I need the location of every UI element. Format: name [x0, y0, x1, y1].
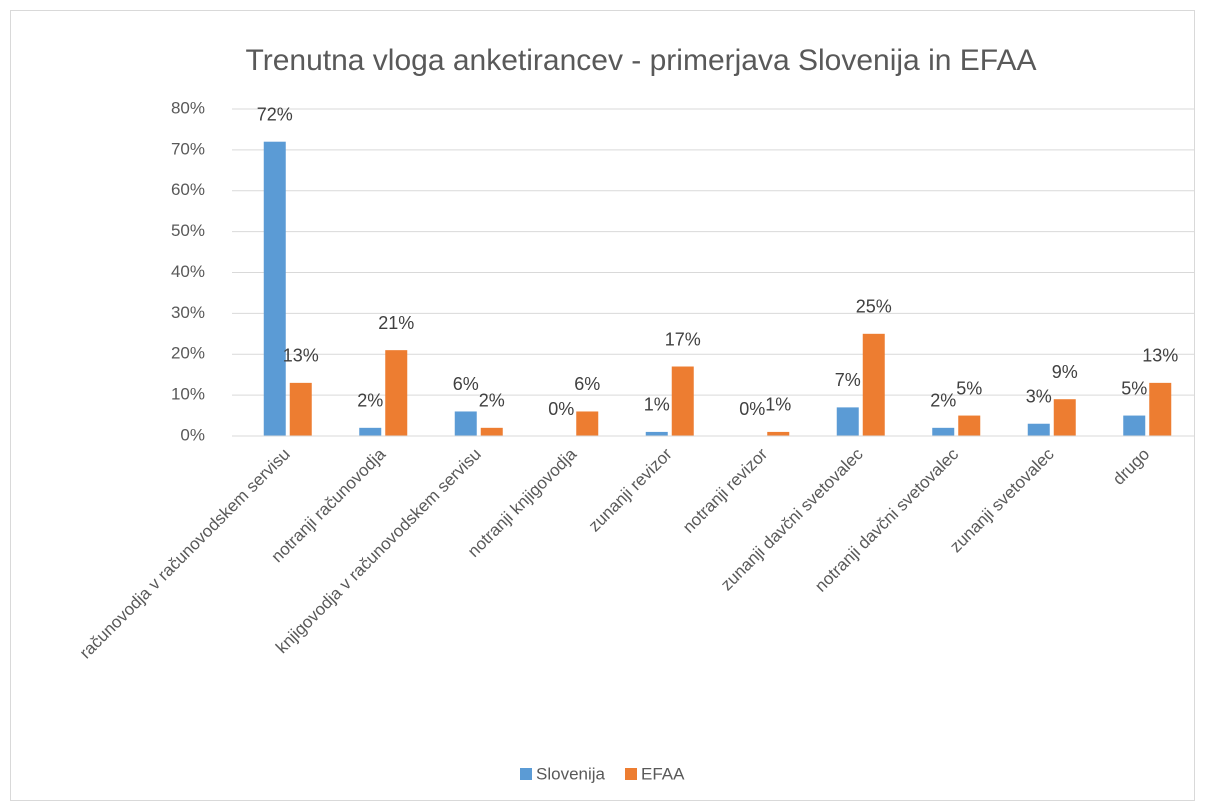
value-label: 6%	[453, 374, 479, 394]
legend-swatch	[520, 768, 532, 780]
bar	[385, 350, 408, 436]
y-tick-label: 60%	[171, 180, 205, 199]
y-tick-label: 30%	[171, 303, 205, 322]
bar	[480, 427, 503, 436]
value-label: 72%	[257, 104, 293, 124]
legend-label: Slovenija	[536, 764, 606, 783]
value-label: 17%	[665, 329, 701, 349]
bar	[671, 366, 694, 436]
bar	[958, 415, 981, 436]
y-tick-label: 50%	[171, 221, 205, 240]
bar	[1027, 423, 1050, 436]
value-label: 5%	[956, 378, 982, 398]
chart-title: Trenutna vloga anketirancev - primerjava…	[246, 44, 1037, 77]
value-label: 3%	[1026, 386, 1052, 406]
bar	[767, 431, 790, 436]
bar	[1053, 399, 1076, 436]
value-label: 1%	[765, 395, 791, 415]
bar	[645, 431, 668, 436]
value-label: 21%	[378, 313, 414, 333]
legend-label: EFAA	[641, 764, 685, 783]
value-label: 9%	[1052, 362, 1078, 382]
bar	[263, 141, 286, 436]
value-label: 1%	[644, 395, 670, 415]
value-label: 0%	[548, 399, 574, 419]
y-tick-label: 20%	[171, 344, 205, 363]
chart-border	[10, 10, 1195, 801]
value-label: 13%	[1142, 346, 1178, 366]
bar	[836, 407, 859, 436]
bar	[932, 427, 955, 436]
y-tick-label: 10%	[171, 385, 205, 404]
value-label: 5%	[1121, 378, 1147, 398]
bar	[289, 382, 312, 436]
y-tick-label: 0%	[180, 425, 205, 444]
bar	[454, 411, 477, 436]
y-tick-label: 40%	[171, 262, 205, 281]
value-label: 2%	[479, 391, 505, 411]
legend-swatch	[625, 768, 637, 780]
bar	[862, 333, 885, 436]
value-label: 7%	[835, 370, 861, 390]
value-label: 6%	[574, 374, 600, 394]
bar	[576, 411, 599, 436]
bar	[1123, 415, 1146, 436]
y-tick-label: 80%	[171, 98, 205, 117]
value-label: 0%	[739, 399, 765, 419]
value-label: 2%	[357, 391, 383, 411]
y-tick-label: 70%	[171, 139, 205, 158]
value-label: 25%	[856, 297, 892, 317]
bar	[359, 427, 382, 436]
value-label: 2%	[930, 391, 956, 411]
bar	[1149, 382, 1172, 436]
value-label: 13%	[283, 346, 319, 366]
